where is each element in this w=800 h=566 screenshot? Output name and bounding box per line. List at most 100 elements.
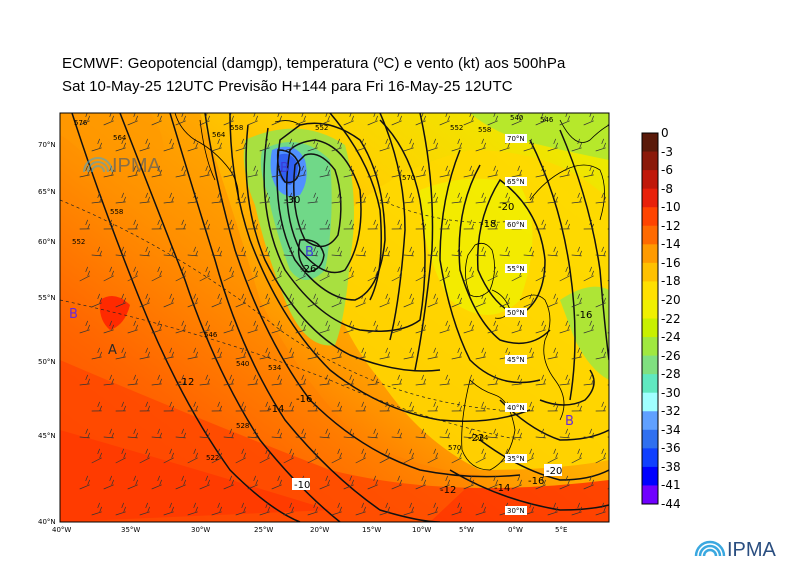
wind-barb [391, 113, 403, 126]
wind-barb [175, 475, 187, 490]
wind-barb [295, 374, 307, 386]
wind-barb [547, 347, 559, 360]
wind-barb [595, 138, 607, 152]
wind-barb [91, 502, 103, 516]
wind-barb [319, 113, 331, 126]
wind-barb [535, 165, 547, 178]
wind-barb [283, 347, 295, 360]
colorbar-label: -28 [661, 367, 681, 382]
low-center-iberia: B [565, 414, 574, 429]
wind-barb [235, 138, 247, 152]
colorbar-label: -6 [661, 163, 673, 178]
wind-barb [463, 428, 475, 439]
colorbar [642, 133, 658, 505]
isotherm-label: -10 [294, 480, 310, 491]
wind-barb [415, 165, 427, 178]
wind-barb [223, 320, 235, 334]
wind-barb [595, 347, 607, 360]
wind-barb [451, 448, 463, 464]
wind-barb [295, 219, 307, 230]
wind-barb [439, 475, 451, 490]
isotherm-label: -12 [178, 377, 194, 388]
colorbar-label: -41 [661, 478, 681, 493]
wind-barb [319, 165, 331, 178]
wind-barb [151, 320, 163, 334]
colorbar-swatch [642, 207, 658, 227]
wind-barb [115, 293, 127, 308]
wind-barb [559, 475, 571, 490]
isotherm-label: -16 [528, 476, 544, 487]
wind-barb [571, 502, 583, 516]
wind-barb [319, 266, 331, 282]
chart-title: ECMWF: Geopotencial (damgp), temperatura… [62, 55, 566, 72]
wind-barb [499, 192, 511, 204]
wind-barb [451, 192, 463, 204]
wind-barb [79, 475, 91, 490]
wind-barb [547, 502, 559, 516]
contour-label: 534 [268, 364, 282, 372]
wind-barb [271, 475, 283, 490]
colorbar-label: -16 [661, 255, 681, 270]
isotherm-label: -16 [296, 394, 312, 405]
inner-lat-label: 65°N [507, 178, 525, 186]
wind-barb [151, 374, 163, 386]
wind-barb [91, 293, 103, 308]
wind-barb [595, 246, 607, 257]
wind-barb [439, 320, 451, 334]
low-center-west: B [69, 307, 78, 322]
wind-barb [103, 219, 115, 230]
wind-barb [79, 165, 91, 178]
wind-barb [475, 347, 487, 360]
wind-barb [271, 320, 283, 334]
wind-barb [475, 246, 487, 257]
contour-label: 552 [72, 238, 85, 246]
wind-barb [439, 266, 451, 282]
isotherm-label: -18 [480, 219, 496, 230]
contour-label: 570 [402, 174, 415, 182]
wind-barb [343, 266, 355, 282]
wind-barb [559, 113, 571, 126]
wind-barb [583, 374, 595, 386]
wind-barb [379, 401, 391, 412]
latitude-tick-label: 50°N [38, 358, 56, 366]
contour-label: 564 [475, 434, 489, 442]
wind-barb [283, 502, 295, 516]
wind-barb [583, 475, 595, 490]
wind-barb [415, 113, 427, 126]
contour-label: 522 [206, 454, 219, 462]
inner-lat-label: 35°N [507, 455, 525, 463]
wind-barb [559, 428, 571, 439]
ipma-logo: IPMA [694, 539, 777, 561]
wind-barb [187, 502, 199, 516]
wind-barb [571, 448, 583, 464]
longitude-tick-label: 5°E [555, 526, 567, 534]
inner-latitude-labels: 55°N 50°N 45°N 40°N 35°N 30°N 70°N 65°N … [505, 134, 527, 515]
wind-barb [235, 401, 247, 412]
wind-barb [163, 138, 175, 152]
wind-barb [415, 320, 427, 334]
wind-barb [223, 266, 235, 282]
wind-barb [620, 193, 630, 203]
contour-label: 558 [110, 208, 123, 216]
wind-barb [187, 138, 199, 152]
wind-barb [415, 219, 427, 230]
wind-barb [415, 374, 427, 386]
wind-barb [115, 347, 127, 360]
wind-barb [415, 428, 427, 439]
wind-barb [175, 113, 187, 126]
wind-barb [211, 347, 223, 360]
wind-barb [403, 401, 415, 412]
wind-barb [151, 428, 163, 439]
wind-barb [247, 219, 259, 230]
wind-barb [403, 246, 415, 257]
wind-barb [91, 448, 103, 464]
colorbar-swatch [642, 485, 658, 505]
wind-barb [319, 320, 331, 334]
wind-barb [331, 293, 343, 308]
wind-barb [620, 503, 630, 515]
wind-barb [463, 475, 475, 490]
wind-barb [259, 448, 271, 464]
wind-barb [451, 347, 463, 360]
wind-barb [547, 246, 559, 257]
latitude-tick-label: 40°N [38, 518, 56, 526]
